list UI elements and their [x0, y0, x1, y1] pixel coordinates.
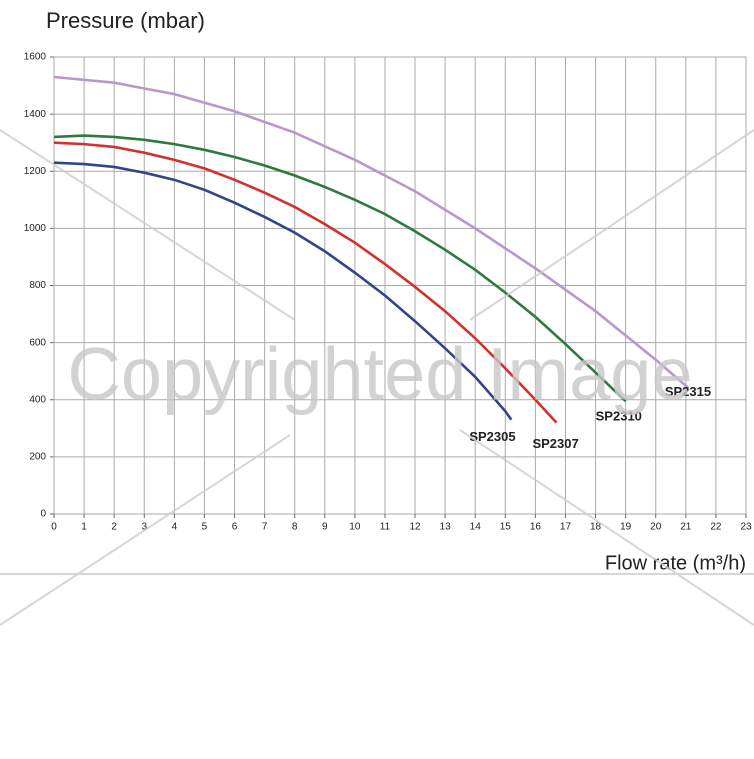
series-line [53, 134, 627, 403]
x-tick-label: 4 [172, 522, 178, 533]
y-tick-label: 1400 [24, 109, 47, 120]
series-line [53, 161, 513, 421]
x-tick-label: 17 [560, 522, 572, 533]
chart-title: Pressure (mbar) [46, 8, 205, 33]
x-tick-label: 8 [292, 522, 298, 533]
x-tick-label: 7 [262, 522, 268, 533]
x-tick-label: 11 [380, 522, 391, 533]
x-tick-label: 20 [650, 522, 662, 533]
x-tick-label: 18 [590, 522, 602, 533]
x-tick-label: 1 [81, 522, 87, 533]
x-tick-label: 13 [440, 522, 452, 533]
x-tick-label: 10 [349, 522, 361, 533]
series-label: SP2310 [596, 409, 642, 424]
x-axis-label: Flow rate (m³/h) [605, 552, 746, 574]
y-tick-label: 600 [29, 337, 46, 348]
x-tick-label: 23 [740, 522, 752, 533]
x-tick-label: 21 [680, 522, 692, 533]
x-tick-label: 22 [710, 522, 722, 533]
y-tick-label: 1200 [24, 166, 47, 177]
x-tick-label: 6 [232, 522, 238, 533]
y-tick-label: 0 [40, 509, 46, 520]
series-label: SP2307 [532, 436, 578, 451]
watermark: Copyrighted Image [67, 333, 692, 416]
x-tick-label: 12 [409, 522, 421, 533]
y-tick-label: 1600 [24, 52, 47, 63]
series-label: SP2315 [665, 384, 711, 399]
y-tick-label: 200 [29, 452, 46, 463]
watermark-lines [0, 129, 754, 626]
y-tick-label: 1000 [24, 223, 47, 234]
x-tick-label: 0 [51, 522, 57, 533]
x-tick-label: 19 [620, 522, 632, 533]
x-tick-label: 9 [322, 522, 328, 533]
x-tick-label: 14 [470, 522, 482, 533]
series-label: SP2305 [469, 429, 515, 444]
y-tick-label: 800 [29, 280, 46, 291]
y-tick-label: 400 [29, 394, 46, 405]
x-tick-label: 3 [141, 522, 147, 533]
x-tick-label: 15 [500, 522, 512, 533]
series-line [53, 75, 690, 390]
x-tick-label: 16 [530, 522, 542, 533]
x-tick-label: 5 [202, 522, 208, 533]
series-line [53, 141, 558, 424]
x-tick-label: 2 [111, 522, 117, 533]
